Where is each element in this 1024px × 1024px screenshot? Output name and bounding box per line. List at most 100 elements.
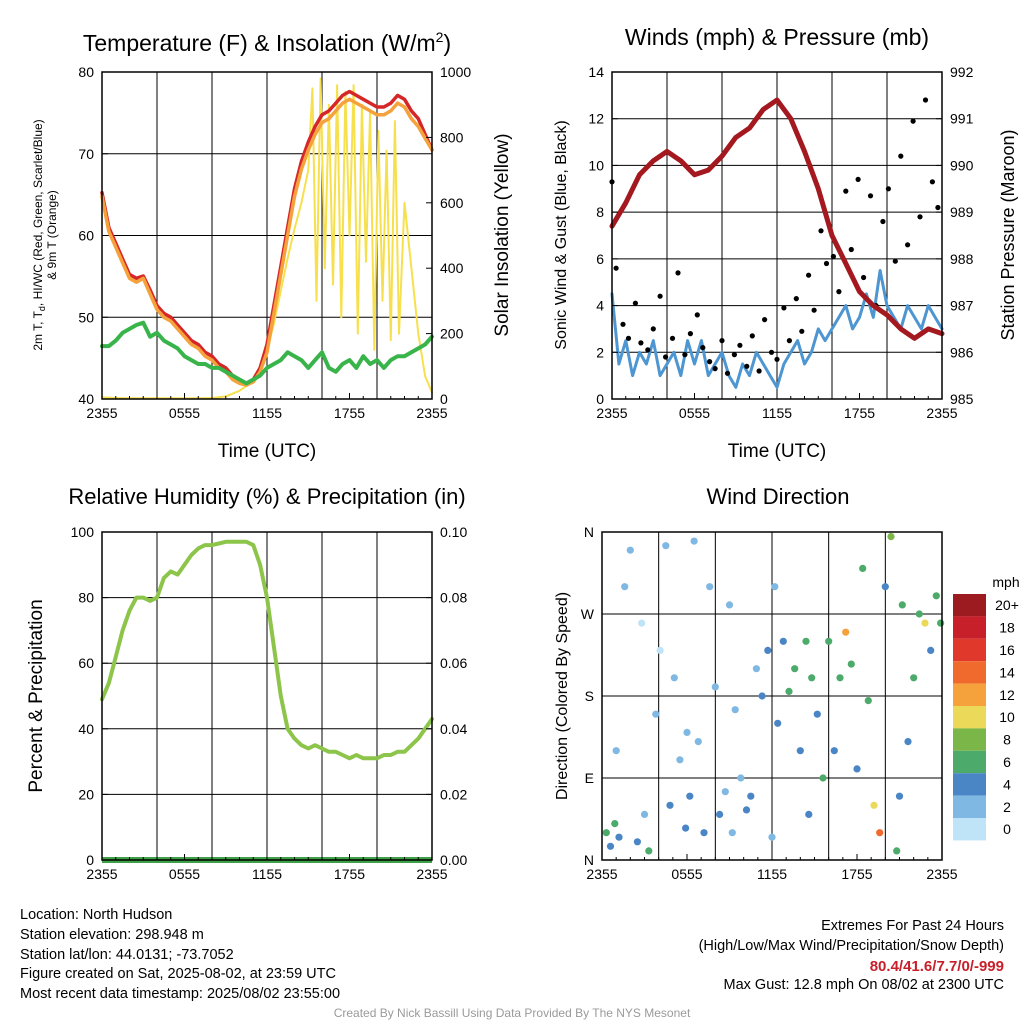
x-tick-label: 2355 — [586, 866, 617, 882]
y-tick-label: 4 — [596, 298, 604, 314]
wind-direction-point — [808, 674, 816, 682]
wind-direction-point — [621, 583, 629, 591]
colorbar-label: 12 — [999, 687, 1015, 703]
credit-line: Created By Nick Bassill Using Data Provi… — [333, 1006, 691, 1020]
gust-point — [799, 328, 805, 334]
y-tick-label: 60 — [78, 228, 94, 244]
y-tick-label: N — [584, 524, 594, 540]
x-tick-label: 2355 — [416, 866, 447, 882]
wind-direction-point — [910, 674, 918, 682]
gust-point — [880, 218, 886, 225]
colorbar-label: 8 — [1003, 732, 1011, 748]
wind-direction-point — [836, 674, 844, 682]
colorbar-label: 0 — [1003, 821, 1011, 837]
colorbar-label: 20+ — [995, 597, 1019, 613]
gust-point — [830, 253, 837, 260]
y2-tick-label: 989 — [950, 204, 974, 220]
x-tick-label: 2355 — [416, 405, 447, 421]
wind-direction-point — [638, 619, 646, 627]
colorbar-swatch — [953, 818, 986, 841]
wind-direction-point — [666, 801, 674, 809]
wind-direction-point — [742, 806, 751, 814]
x-tick-label: 1155 — [252, 405, 282, 421]
y2-axis-label: Station Pressure (Maroon) — [998, 129, 1018, 340]
x-tick-label: 2355 — [926, 866, 957, 882]
gust-point — [707, 359, 713, 365]
colorbar-swatch — [953, 616, 986, 639]
wind-direction-point — [887, 533, 895, 541]
chart-title: Temperature (F) & Insolation (W/m2) — [83, 29, 451, 56]
figure-created: Figure created on Sat, 2025-08-02, at 23… — [20, 966, 336, 983]
x-axis-label: Time (UTC) — [218, 441, 317, 462]
wind-direction-point — [682, 824, 690, 832]
colorbar-swatch — [953, 594, 986, 617]
wind-direction-point — [731, 706, 739, 714]
gust-point — [625, 335, 632, 341]
wind-direction-point — [932, 592, 940, 600]
gust-point — [892, 258, 898, 264]
wind-direction-point — [645, 847, 653, 855]
colorbar-swatch — [953, 638, 986, 662]
colorbar-swatch — [953, 750, 986, 774]
y2-tick-label: 987 — [950, 298, 974, 314]
chart-title: Wind Direction — [706, 484, 849, 509]
colorbar-title: mph — [992, 574, 1019, 590]
gust-point — [638, 340, 644, 346]
wind-direction-point — [771, 583, 779, 591]
gust-point — [657, 293, 663, 299]
wind-direction-point — [921, 619, 929, 627]
y2-tick-label: 0.02 — [440, 786, 467, 802]
wind-direction-point — [785, 687, 793, 696]
wind-direction-point — [881, 583, 889, 591]
wind-direction-point — [700, 829, 708, 837]
chart-title: Relative Humidity (%) & Precipitation (i… — [68, 484, 465, 509]
wind-direction-point — [893, 847, 901, 855]
y2-tick-label: 0.08 — [440, 590, 467, 606]
wind-direction-point — [870, 801, 878, 809]
gust-point — [806, 272, 812, 278]
x-tick-label: 1755 — [841, 866, 872, 882]
wind-direction-point — [611, 820, 619, 828]
wind-direction-point — [662, 542, 670, 550]
colorbar-swatch — [953, 773, 986, 796]
y-axis-label: Direction (Colored By Speed) — [554, 592, 571, 800]
colorbar-swatch — [953, 728, 986, 751]
gust-point — [848, 246, 854, 253]
y-tick-label: 14 — [588, 64, 604, 80]
colorbar-swatch — [953, 683, 986, 706]
temperature-series-line — [100, 97, 434, 387]
wind-direction-point — [915, 610, 923, 618]
wind-direction-point — [830, 747, 838, 755]
gust-point — [855, 176, 861, 182]
wind-direction-point — [819, 774, 827, 782]
gust-point — [843, 188, 849, 194]
gust-point — [781, 305, 787, 311]
wind-direction-point — [813, 710, 821, 718]
x-tick-label: 1755 — [334, 866, 365, 882]
wind-direction-point — [711, 683, 719, 691]
y2-tick-label: 990 — [950, 157, 974, 173]
gust-point — [613, 265, 619, 271]
recent-timestamp: Most recent data timestamp: 2025/08/02 2… — [20, 986, 341, 1003]
gust-point — [823, 260, 830, 267]
gust-point — [749, 333, 755, 339]
gust-point — [719, 338, 725, 344]
wind-direction-point — [764, 646, 772, 655]
y-tick-label: 100 — [71, 524, 95, 540]
temperature-panel: 2355 0555 1155 1755 235540506070800200400600… — [31, 29, 513, 462]
y-tick-label: N — [584, 852, 594, 868]
wind-direction-point — [640, 810, 649, 819]
wind-direction-point — [796, 747, 804, 755]
wind-direction-point — [842, 628, 850, 636]
x-tick-label: 2355 — [86, 405, 117, 421]
x-tick-label: 2355 — [926, 405, 957, 421]
y-tick-label: 0 — [596, 391, 604, 407]
x-tick-label: 2355 — [596, 405, 627, 421]
y-tick-label: 80 — [78, 590, 94, 606]
y2-tick-label: 200 — [440, 326, 464, 342]
wind-direction-point — [898, 601, 906, 609]
y-tick-label: 40 — [78, 391, 94, 407]
y2-tick-label: 991 — [950, 111, 974, 127]
gust-point — [768, 349, 775, 355]
